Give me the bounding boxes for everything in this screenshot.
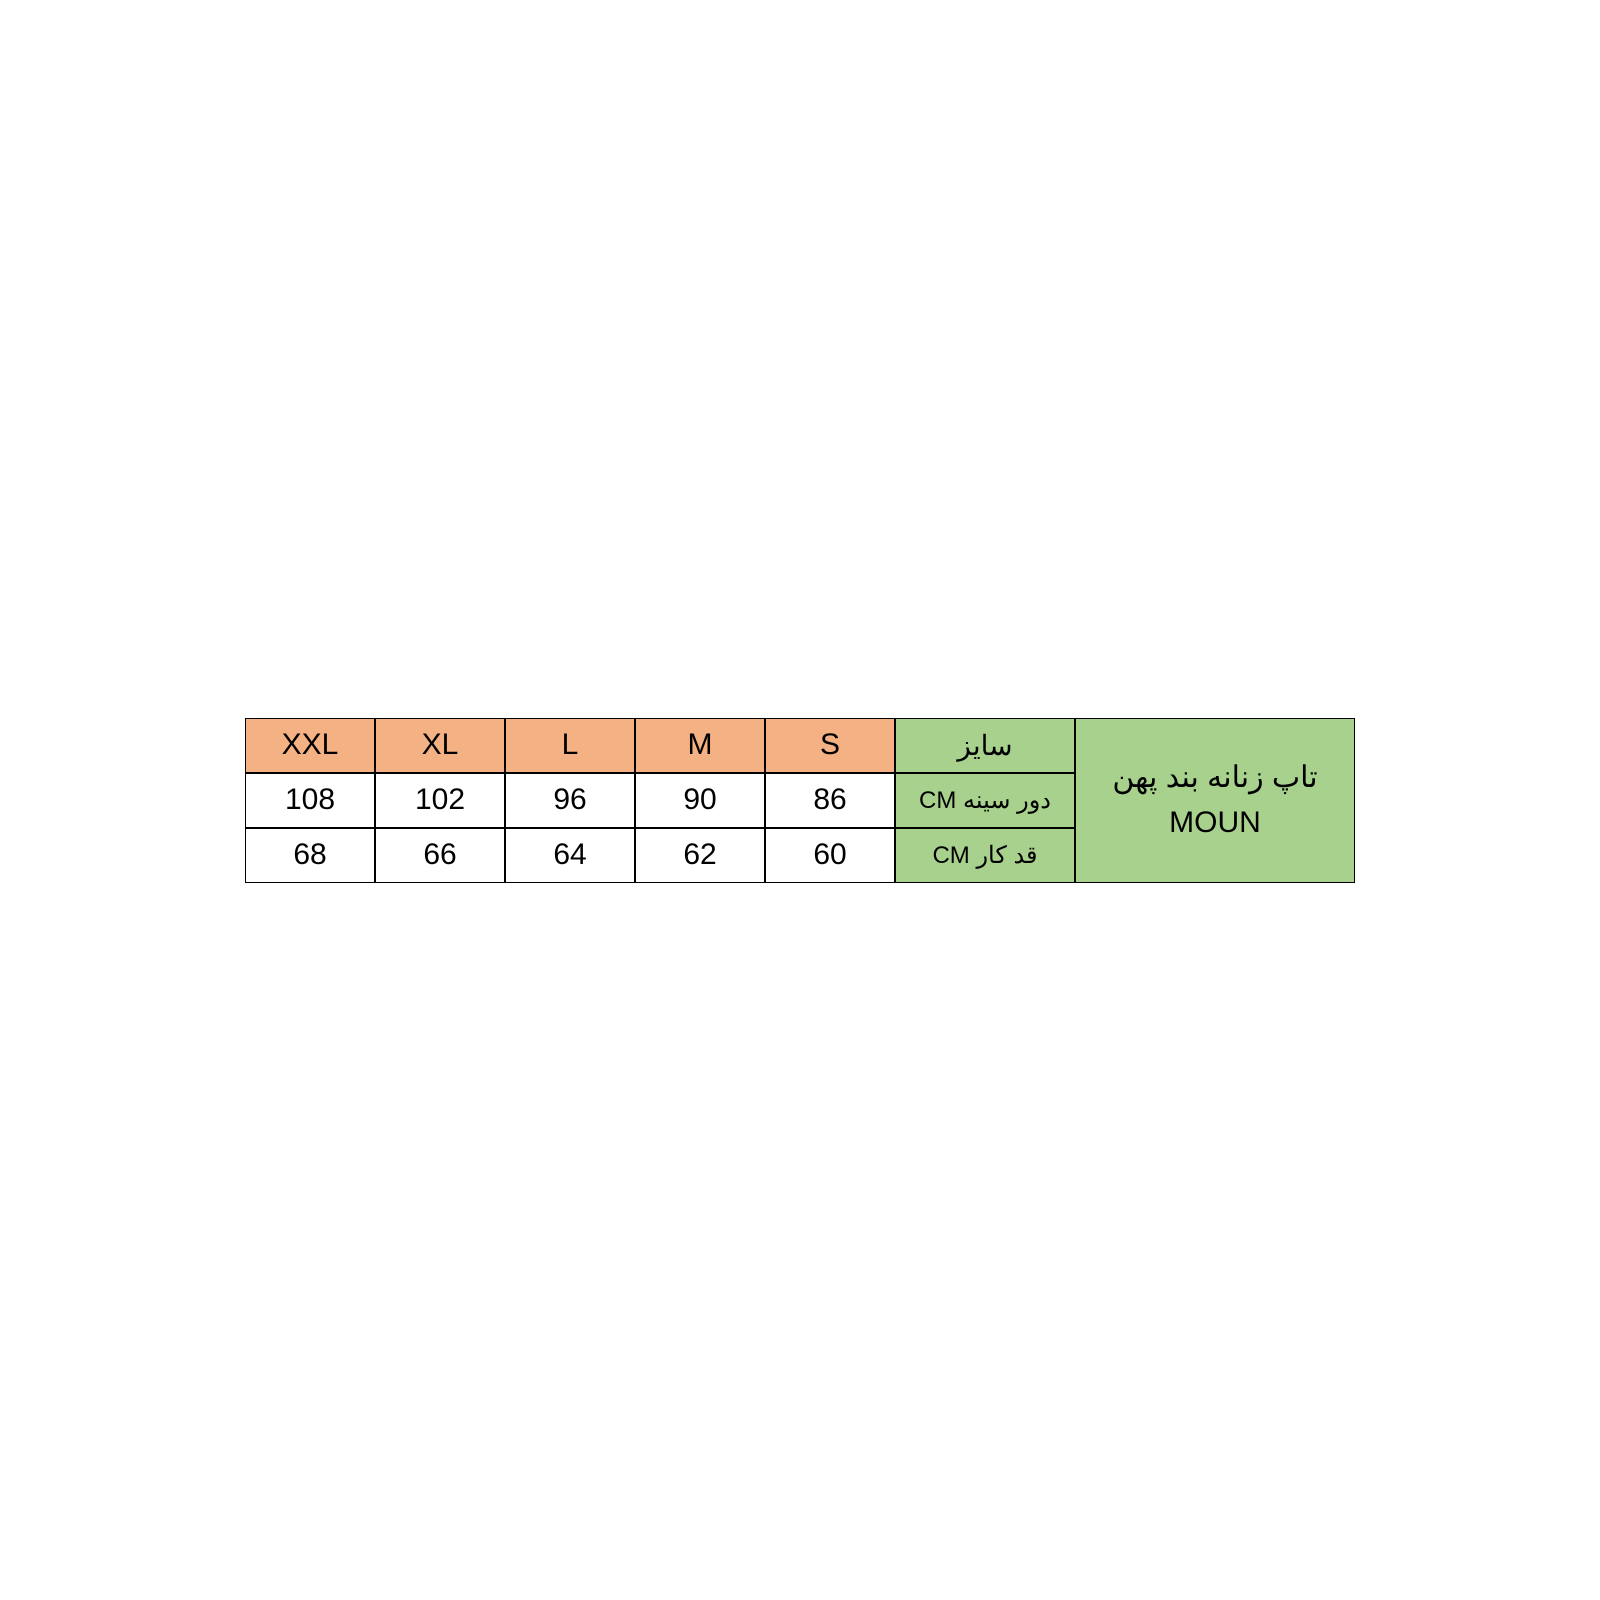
chest-xl: 102 [375,773,505,828]
size-header-l: L [505,718,635,773]
length-xxl: 68 [245,828,375,883]
size-header-xl: XL [375,718,505,773]
title-line1: تاپ زنانه بند پهن [1112,755,1317,800]
product-title: تاپ زنانه بند پهن MOUN [1075,718,1355,883]
size-header-m: M [635,718,765,773]
size-header-s: S [765,718,895,773]
chest-s: 86 [765,773,895,828]
chest-l: 96 [505,773,635,828]
length-s: 60 [765,828,895,883]
size-label: سایز [895,718,1075,773]
table-grid: XXL XL L M S سایز 108 102 96 90 86 دور س… [245,718,1075,883]
title-line2: MOUN [1169,800,1261,845]
length-m: 62 [635,828,765,883]
length-label: قد کار CM [895,828,1075,883]
size-header-xxl: XXL [245,718,375,773]
length-xl: 66 [375,828,505,883]
chest-m: 90 [635,773,765,828]
length-l: 64 [505,828,635,883]
chest-xxl: 108 [245,773,375,828]
size-chart-table: XXL XL L M S سایز 108 102 96 90 86 دور س… [245,718,1355,883]
chest-label: دور سینه CM [895,773,1075,828]
